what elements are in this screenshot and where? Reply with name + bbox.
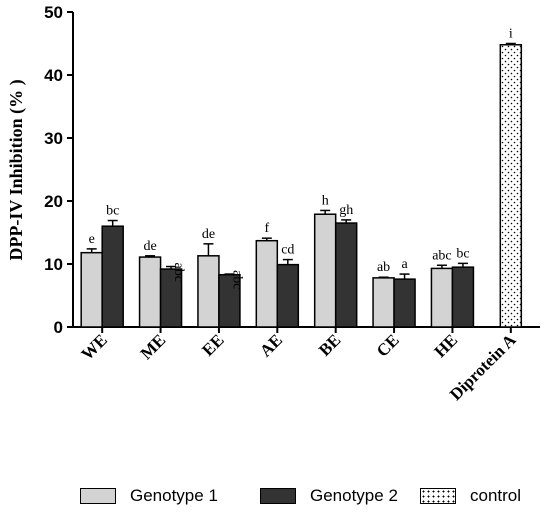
bar [138, 256, 162, 328]
y-tick-label: 20 [44, 192, 63, 211]
significance-label: de [143, 239, 156, 254]
significance-label: cd [281, 243, 294, 258]
bar [393, 278, 416, 328]
bar [313, 213, 337, 328]
y-tick-label: 50 [44, 3, 63, 22]
significance-label: e [89, 232, 95, 247]
significance-label: abc [432, 248, 451, 263]
legend-item-control: control [420, 486, 521, 506]
significance-label: h [322, 193, 329, 208]
bar [499, 44, 523, 328]
bar [372, 277, 395, 328]
legend-swatch-genotype-1 [80, 488, 116, 504]
bar [197, 255, 220, 328]
significance-label: ab [377, 260, 390, 275]
y-tick-label: 0 [54, 318, 63, 337]
x-tick-label: CE [373, 330, 403, 360]
bar [101, 225, 124, 328]
x-tick-label: AE [256, 330, 286, 360]
x-tick-label: WE [78, 330, 111, 363]
significance-label: abc [171, 263, 186, 282]
y-tick-label: 40 [44, 66, 63, 85]
bar [276, 263, 300, 328]
bar [255, 239, 279, 328]
legend-label-genotype-2: Genotype 2 [310, 486, 398, 505]
legend-swatch-genotype-2 [260, 488, 296, 504]
x-tick-label: EE [198, 330, 227, 359]
y-tick-label: 30 [44, 129, 63, 148]
x-tick-label: HE [430, 330, 461, 361]
significance-label: f [264, 221, 269, 236]
bar [334, 222, 358, 328]
significance-label: abc [229, 270, 244, 289]
x-tick-label: ME [137, 330, 170, 363]
significance-label: bc [456, 246, 469, 261]
legend-label-control: control [470, 486, 522, 505]
bar [80, 251, 103, 328]
significance-label: gh [339, 203, 353, 218]
significance-label: i [509, 27, 513, 42]
legend-item-genotype-1: Genotype 1 [80, 486, 218, 506]
legend-label-genotype-1: Genotype 1 [130, 486, 218, 505]
bar [451, 266, 475, 328]
legend: Genotype 1 Genotype 2 control [0, 480, 550, 510]
significance-label: a [401, 257, 408, 272]
y-axis-title: DPP-IV Inhibition (% ) [6, 79, 27, 260]
legend-swatch-control [420, 488, 456, 504]
x-tick-label: BE [315, 330, 344, 359]
significance-label: de [202, 227, 215, 242]
significance-label: bc [106, 204, 119, 219]
bar [430, 267, 454, 328]
y-tick-label: 10 [44, 255, 63, 274]
legend-item-genotype-2: Genotype 2 [260, 486, 398, 506]
